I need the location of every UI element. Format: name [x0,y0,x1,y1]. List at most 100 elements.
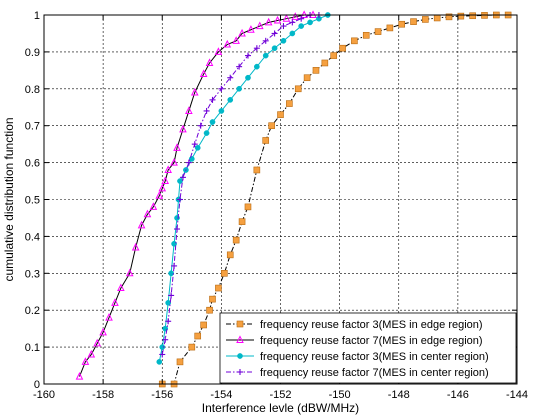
data-point [143,209,152,218]
data-point [245,74,251,81]
data-point [445,13,453,21]
data-point [294,85,302,93]
data-point [209,96,216,103]
x-tick-label: -144 [506,389,528,401]
data-point [433,14,441,22]
data-point [262,37,269,44]
legend-label: frequency reuse factor 7(MES in edge reg… [260,335,483,347]
data-point [264,17,273,26]
data-point [307,19,313,26]
data-point [93,338,102,347]
data-point [215,284,222,292]
data-point [174,215,180,221]
data-point [176,358,184,366]
data-point [131,242,140,251]
data-point [298,23,305,29]
y-tick-label: 0 [34,379,40,391]
legend-marker [237,353,243,359]
data-point [226,251,234,259]
data-point [165,318,172,325]
data-point [199,69,208,78]
data-point [75,372,84,380]
data-point [194,332,202,340]
data-point [351,37,358,45]
x-tick-label: -158 [92,389,114,401]
data-point [469,12,476,20]
data-point [218,85,225,92]
data-point [205,58,214,66]
legend-box [219,312,517,384]
legend-marker [237,369,243,375]
data-point [238,218,246,225]
legend-item: frequency reuse factor 3(MES in edge reg… [226,319,483,331]
data-point [206,306,213,314]
y-tick-label: 0.8 [25,84,40,96]
y-tick-label: 0.3 [25,268,40,280]
data-point [286,100,293,107]
data-point [179,124,187,133]
data-point [282,14,291,22]
data-point [191,141,198,148]
legend-item: frequency reuse factor 3(MES in center r… [226,351,489,363]
data-point [321,59,329,67]
data-point [339,44,346,52]
data-point [159,351,166,358]
legend-label: frequency reuse factor 3(MES in center r… [260,351,489,363]
data-point [188,343,196,351]
legend-marker [236,320,244,328]
x-tick-label: -150 [329,389,351,401]
data-point [168,292,175,299]
data-point [165,299,172,306]
legend-marker [236,335,244,343]
data-point [164,165,172,173]
data-point [221,269,228,277]
data-point [291,12,300,20]
series-line [162,14,509,385]
series-3 [156,12,331,365]
data-point [194,144,201,151]
data-point [374,28,382,35]
y-tick-label: 0.7 [25,121,40,133]
data-point [227,97,234,103]
data-point [254,63,260,70]
x-tick-label: -148 [388,389,410,401]
y-tick-label: 0.2 [25,305,40,317]
data-point [137,220,146,229]
y-tick-label: 0.1 [25,342,40,354]
data-point [289,30,296,37]
data-point [271,45,278,52]
data-point [268,122,275,129]
data-point [177,178,183,184]
data-point [214,47,223,55]
series-2 [75,10,317,380]
axis-ticks: -160 -158 -156 -154 -152 -150 -148 -146 -144 0 0.1… [25,10,528,401]
data-point [457,12,465,20]
data-point [330,52,338,59]
data-point [262,52,269,59]
series-4 [159,12,322,358]
legend-item: frequency reuse factor 7(MES in center r… [226,367,489,379]
y-axis-title: cumulative distribution function [2,117,16,281]
data-point [185,159,192,166]
data-point [386,24,394,32]
data-point [303,74,311,82]
data-point [244,203,252,211]
x-tick-label: -152 [269,389,291,401]
data-point [162,336,169,343]
data-point [398,20,406,28]
data-point [197,122,204,129]
data-point [223,39,232,48]
data-point [312,67,320,74]
grid-lines [44,15,517,384]
data-point [203,107,210,114]
data-point [190,87,199,96]
data-point [218,108,225,114]
data-point [247,25,255,33]
x-tick-label: -160 [33,389,55,401]
data-point [176,196,183,203]
data-point [227,74,234,81]
data-point [280,37,287,44]
data-point [298,15,305,22]
data-point [253,166,261,174]
data-point [422,16,429,23]
